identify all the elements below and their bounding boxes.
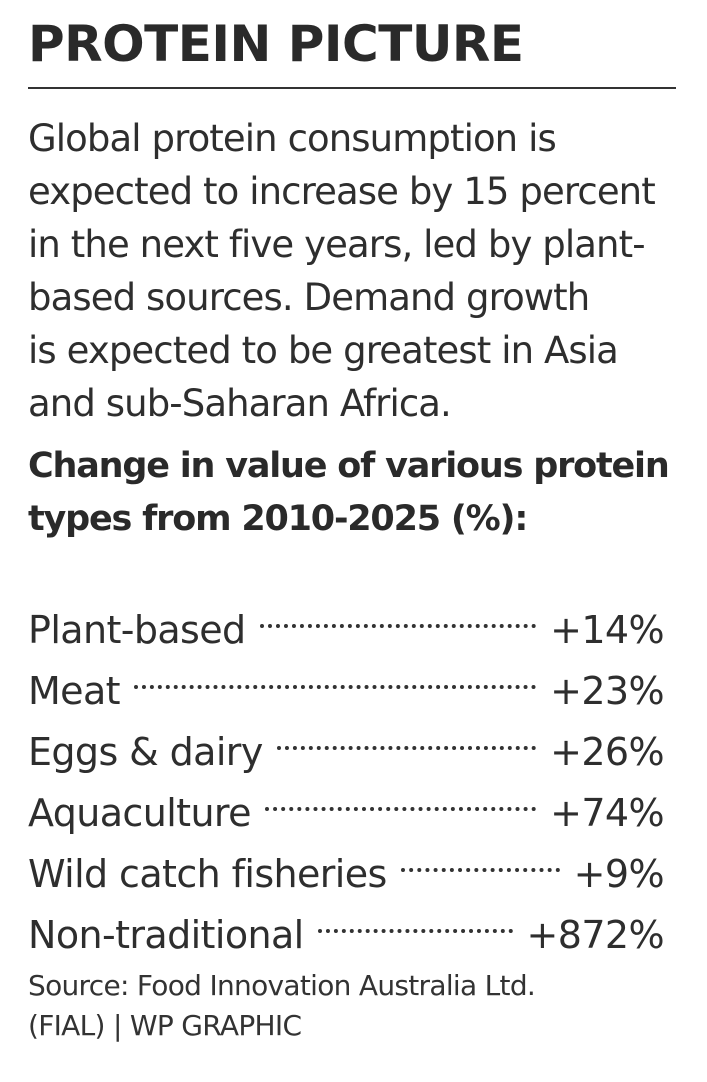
item-value: +23%	[550, 669, 665, 713]
list-item: Meat +23%	[28, 643, 665, 713]
item-label: Wild catch fisheries	[28, 852, 387, 896]
dot-leader	[259, 582, 537, 643]
dot-leader	[264, 765, 537, 826]
item-value: +26%	[550, 730, 665, 774]
list-item: Aquaculture +74%	[28, 765, 665, 835]
list-item: Wild catch fisheries +9%	[28, 826, 665, 896]
item-value: +9%	[573, 852, 665, 896]
dot-leader	[133, 643, 537, 704]
item-label: Aquaculture	[28, 791, 252, 835]
dot-leader	[317, 887, 513, 948]
page-title: PROTEIN PICTURE	[28, 15, 524, 73]
dot-leader	[400, 826, 560, 887]
title-divider	[28, 87, 676, 89]
item-label: Non-traditional	[28, 913, 304, 957]
item-label: Eggs & dairy	[28, 730, 263, 774]
item-value: +74%	[550, 791, 665, 835]
list-heading: Change in value of various protein types…	[28, 446, 670, 539]
list-item: Plant-based +14%	[28, 582, 665, 652]
list-item: Non-traditional +872%	[28, 887, 665, 957]
intro-paragraph: Global protein consumption is expected t…	[28, 117, 656, 425]
dot-leader	[276, 704, 537, 765]
source-credit: Source: Food Innovation Australia Ltd. (…	[28, 969, 536, 1042]
item-value: +14%	[550, 608, 665, 652]
item-label: Meat	[28, 669, 121, 713]
protein-change-list: Plant-based +14% Meat +23% Eggs & dairy …	[28, 582, 665, 957]
list-item: Eggs & dairy +26%	[28, 704, 665, 774]
item-value: +872%	[526, 913, 665, 957]
item-label: Plant-based	[28, 608, 246, 652]
